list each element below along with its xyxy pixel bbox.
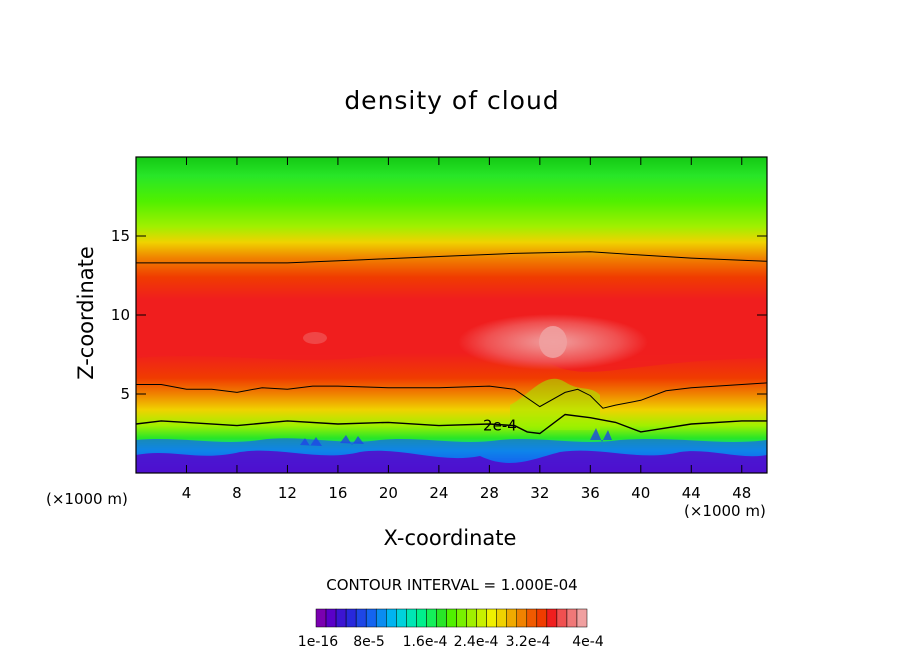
x-tick-label: 4 xyxy=(182,484,192,502)
y-tick-label: 5 xyxy=(120,385,130,403)
colorbar-swatch xyxy=(426,608,437,628)
y-tick-label: 15 xyxy=(111,227,130,245)
colorbar-swatch xyxy=(446,608,457,628)
colorbar-label: 1.6e-4 xyxy=(403,634,448,650)
colorbar-swatch xyxy=(506,608,517,628)
x-axis-label: X-coordinate xyxy=(383,526,517,550)
x-tick-label: 24 xyxy=(429,484,448,502)
x-tick-label: 28 xyxy=(480,484,499,502)
colorbar-label: 8e-5 xyxy=(353,634,384,650)
colorbar-swatch xyxy=(516,608,528,628)
x-unit-right: (×1000 m) xyxy=(684,502,766,520)
contour-lines xyxy=(135,251,768,435)
colorbar xyxy=(315,608,588,628)
x-tick-label: 16 xyxy=(328,484,347,502)
colorbar-label: 2.4e-4 xyxy=(454,634,499,650)
x-tick-label: 12 xyxy=(278,484,297,502)
x-tick-label: 40 xyxy=(631,484,650,502)
x-tick-label: 20 xyxy=(379,484,398,502)
colorbar-label: 3.2e-4 xyxy=(506,634,551,650)
x-tick-label: 44 xyxy=(682,484,701,502)
colorbar-labels: 1e-16 8e-5 1.6e-4 2.4e-4 3.2e-4 4e-4 xyxy=(298,634,604,650)
colorbar-swatch xyxy=(556,608,568,628)
colorbar-swatch xyxy=(436,608,447,628)
colorbar-label: 1e-16 xyxy=(298,634,338,650)
colorbar-swatch xyxy=(576,608,588,628)
colorbar-label: 4e-4 xyxy=(572,634,604,650)
colorbar-swatch xyxy=(566,608,578,628)
colorbar-swatch xyxy=(315,608,327,628)
x-tick-label: 32 xyxy=(530,484,549,502)
colorbar-swatch xyxy=(546,608,558,628)
colorbar-swatch xyxy=(466,608,477,628)
colorbar-swatch xyxy=(406,608,417,628)
contour-line xyxy=(135,413,767,435)
colorbar-swatch xyxy=(526,608,538,628)
x-tick-label: 8 xyxy=(232,484,242,502)
y-axis-label: Z-coordinate xyxy=(74,246,98,380)
colorbar-swatch xyxy=(496,608,507,628)
colorbar-swatch xyxy=(386,608,397,628)
colorbar-swatch xyxy=(536,608,548,628)
chart-title: density of cloud xyxy=(344,86,560,115)
colorbar-swatch xyxy=(365,608,377,628)
contour-line xyxy=(136,251,768,264)
colorbar-swatch xyxy=(416,608,427,628)
colorbar-swatch xyxy=(325,608,337,628)
colorbar-swatch xyxy=(375,608,387,628)
x-tick-label: 48 xyxy=(732,484,751,502)
contour-line xyxy=(136,382,768,409)
x-axis-ticks: 4 8 12 16 20 24 28 32 36 40 44 48 xyxy=(182,157,751,502)
colorbar-swatch xyxy=(476,608,487,628)
y-axis-ticks: 5 10 15 xyxy=(111,227,767,403)
colorbar-swatch xyxy=(345,608,357,628)
colorbar-swatch xyxy=(355,608,367,628)
x-unit-left: (×1000 m) xyxy=(46,490,128,508)
contour-annotation: 2e-4 xyxy=(483,417,517,435)
contour-interval-label: CONTOUR INTERVAL = 1.000E-04 xyxy=(326,576,578,594)
colorbar-swatch xyxy=(396,608,407,628)
y-tick-label: 10 xyxy=(111,306,130,324)
density-field xyxy=(136,157,767,473)
colorbar-swatch xyxy=(456,608,467,628)
colorbar-swatch xyxy=(486,608,497,628)
colorbar-swatch xyxy=(335,608,347,628)
x-tick-label: 36 xyxy=(581,484,600,502)
